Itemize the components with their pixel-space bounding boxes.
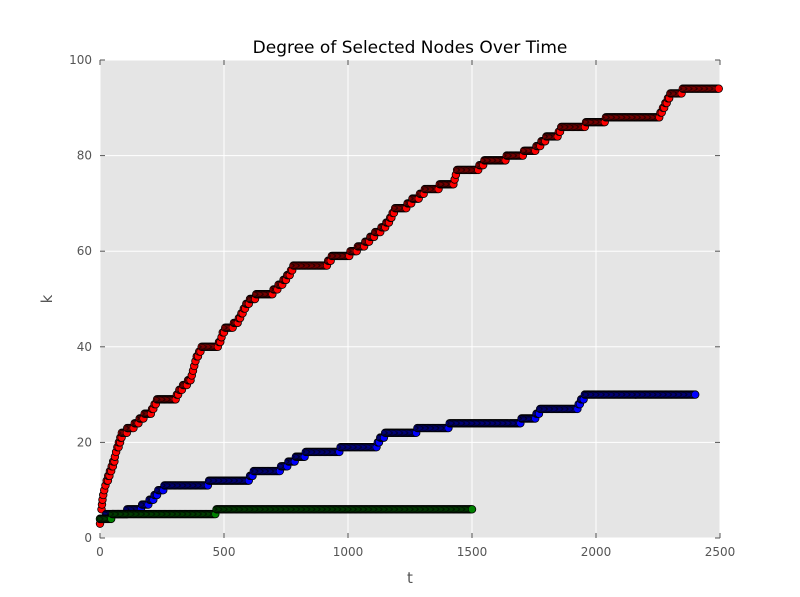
- tick-labels: 0 500 1000 1500 2000 2500 0 20 40 60 80 100: [69, 53, 735, 559]
- x-tick-label: 1500: [457, 545, 488, 559]
- x-tick-label: 0: [96, 545, 104, 559]
- y-tick-label: 20: [77, 435, 92, 449]
- series-layer: [95, 84, 723, 528]
- y-tick-label: 0: [84, 531, 92, 545]
- data-point: [467, 505, 477, 514]
- data-point: [691, 390, 700, 399]
- y-tick-label: 100: [69, 53, 92, 67]
- tick-marks: [99, 59, 721, 539]
- series-008000: [95, 505, 477, 524]
- series-ff0000: [95, 84, 723, 528]
- series-0000ff: [95, 390, 700, 524]
- data-point: [714, 84, 723, 93]
- plot-area: [100, 60, 720, 538]
- x-tick-label: 1000: [333, 545, 364, 559]
- chart-title: Degree of Selected Nodes Over Time: [253, 38, 568, 58]
- x-axis-label: t: [407, 569, 413, 587]
- x-tick-label: 500: [213, 545, 236, 559]
- x-tick-label: 2500: [705, 545, 736, 559]
- y-tick-label: 60: [77, 244, 92, 258]
- x-tick-label: 2000: [581, 545, 612, 559]
- y-axis-label: k: [38, 294, 56, 303]
- y-tick-label: 80: [77, 149, 92, 163]
- y-tick-label: 40: [77, 340, 92, 354]
